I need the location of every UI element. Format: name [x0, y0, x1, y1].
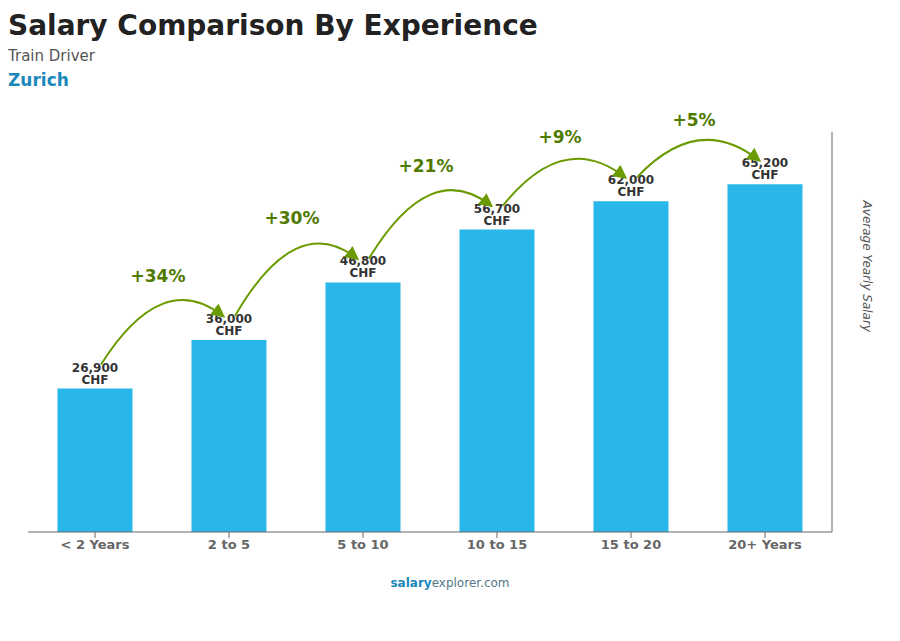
svg-text:+5%: +5% — [672, 110, 715, 130]
svg-text:62,000CHF: 62,000CHF — [608, 173, 654, 199]
html-text:Zurich: Zurich — [8, 70, 69, 90]
svg-text:56,700CHF: 56,700CHF — [474, 202, 520, 228]
svg-text:15 to 20: 15 to 20 — [601, 537, 661, 552]
svg-text:2 to 5: 2 to 5 — [208, 537, 250, 552]
svg-text:26,900CHF: 26,900CHF — [72, 361, 118, 387]
svg-text:+9%: +9% — [538, 127, 581, 147]
html-text:salary explorer.com: salary explorer.com — [390, 576, 510, 590]
svg-text:46,800CHF: 46,800CHF — [340, 254, 386, 280]
svg-text:65,200CHF: 65,200CHF — [742, 156, 788, 182]
html-text:Train Driver: Train Driver — [8, 47, 95, 65]
svg-text:+30%: +30% — [265, 208, 320, 228]
svg-text:+34%: +34% — [131, 266, 186, 286]
svg-text:20+ Years: 20+ Years — [728, 537, 802, 552]
html-text:Salary Comparison By Experienc: Salary Comparison By Experience — [8, 9, 538, 42]
svg-text:36,000CHF: 36,000CHF — [206, 312, 252, 338]
svg-text:< 2 Years: < 2 Years — [61, 537, 130, 552]
svg-text:+21%: +21% — [399, 156, 454, 176]
svg-text:Average Yearly Salary: Average Yearly Salary — [860, 200, 874, 333]
svg-text:10 to 15: 10 to 15 — [467, 537, 527, 552]
svg-text:5 to 10: 5 to 10 — [337, 537, 388, 552]
